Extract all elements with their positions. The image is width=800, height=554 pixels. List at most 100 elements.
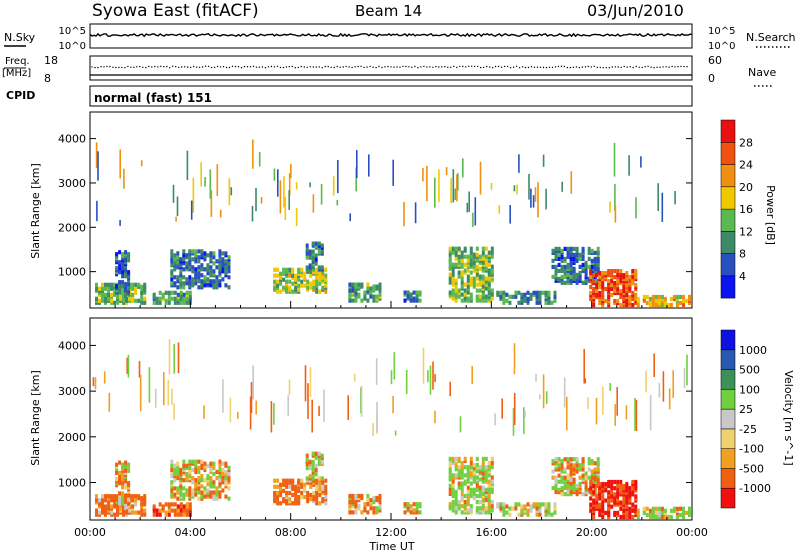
echo-cell xyxy=(560,258,564,263)
echo-streak xyxy=(372,423,374,436)
echo-cell xyxy=(276,267,280,272)
echo-streak xyxy=(438,169,440,203)
echo-cell xyxy=(596,461,600,466)
echo-cell xyxy=(121,290,125,295)
echo-streak xyxy=(625,405,628,420)
echo-cell xyxy=(451,508,455,513)
echo-cell xyxy=(311,459,315,464)
echo-cell xyxy=(628,279,632,284)
echo-cell xyxy=(466,485,470,490)
echo-cell xyxy=(631,514,635,520)
echo-cell xyxy=(212,480,216,485)
echo-cell xyxy=(490,254,494,259)
echo-cell xyxy=(469,260,473,265)
echo-cell xyxy=(306,285,310,290)
echo-streak xyxy=(474,197,477,226)
echo-cell xyxy=(613,281,617,286)
echo-cell xyxy=(592,490,596,495)
echo-cell xyxy=(460,491,464,496)
echo-cell xyxy=(607,500,611,505)
echo-cell xyxy=(303,486,307,491)
freq-point xyxy=(142,66,144,69)
freq-point xyxy=(527,66,530,69)
echo-cell xyxy=(124,250,128,255)
echo-cell xyxy=(469,461,473,466)
echo-cell xyxy=(140,502,144,507)
echo-cell xyxy=(354,510,358,515)
colorbar-segment xyxy=(720,369,736,390)
echo-cell xyxy=(317,459,321,464)
echo-cell xyxy=(164,298,168,303)
echo-cell xyxy=(215,496,219,501)
echo-cell xyxy=(619,506,623,511)
echo-cell xyxy=(191,265,195,270)
echo-cell xyxy=(406,506,410,511)
echo-cell xyxy=(206,482,210,487)
freq-point xyxy=(187,66,189,68)
echo-cell xyxy=(227,471,231,477)
echo-cell xyxy=(118,470,122,475)
echo-cell xyxy=(113,494,117,499)
echo-cell xyxy=(315,501,319,506)
echo-cell xyxy=(134,510,138,515)
echo-cell xyxy=(575,463,579,468)
echo-cell xyxy=(185,281,189,286)
echo-cell xyxy=(490,461,494,466)
echo-cell xyxy=(321,480,325,485)
echo-cell xyxy=(311,255,315,260)
echo-cell xyxy=(526,508,530,513)
echo-cell xyxy=(206,463,210,468)
echo-cell xyxy=(587,256,591,261)
echo-cell xyxy=(460,475,464,480)
echo-cell xyxy=(107,282,111,287)
echo-cell xyxy=(469,246,473,251)
echo-cell xyxy=(127,290,131,295)
echo-cell xyxy=(221,471,225,477)
echo-cell xyxy=(218,263,222,268)
freq-point xyxy=(656,66,658,69)
echo-cell xyxy=(622,296,626,302)
echo-cell xyxy=(134,290,138,295)
echo-cell xyxy=(472,495,476,501)
echo-streak xyxy=(613,142,616,177)
freq-point xyxy=(611,66,613,68)
echo-cell xyxy=(490,479,494,484)
echo-cell xyxy=(215,476,219,481)
time-tick-label: 20:00 xyxy=(576,526,608,539)
echo-cell xyxy=(535,502,539,507)
echo-cell xyxy=(663,296,667,302)
echo-cell xyxy=(487,262,491,267)
echo-cell xyxy=(669,296,673,302)
echo-cell xyxy=(291,484,295,489)
echo-cell xyxy=(526,290,530,295)
freq-point xyxy=(258,66,261,68)
echo-cell xyxy=(557,487,561,493)
echo-cell xyxy=(143,494,147,499)
echo-streak xyxy=(216,164,219,196)
echo-cell xyxy=(593,481,597,486)
echo-cell xyxy=(200,474,204,479)
echo-cell xyxy=(666,514,670,520)
echo-cell xyxy=(484,246,488,251)
echo-cell xyxy=(191,257,195,262)
echo-cell xyxy=(291,478,295,483)
echo-cell xyxy=(372,294,376,299)
echo-cell xyxy=(551,459,555,464)
echo-cell xyxy=(188,275,192,280)
echo-cell xyxy=(535,294,539,299)
echo-cell xyxy=(312,490,316,496)
freq-point xyxy=(569,66,572,69)
echo-cell xyxy=(131,292,135,297)
echo-cell xyxy=(451,288,455,293)
echo-cell xyxy=(475,500,479,505)
freq-point xyxy=(411,66,413,69)
echo-cell xyxy=(448,246,452,251)
echo-cell xyxy=(448,475,452,480)
echo-cell xyxy=(291,492,295,498)
echo-cell xyxy=(369,498,373,503)
echo-cell xyxy=(215,285,219,290)
echo-cell xyxy=(312,478,316,483)
echo-cell xyxy=(124,286,128,291)
colorbar-segment xyxy=(720,468,736,489)
echo-cell xyxy=(547,290,551,295)
